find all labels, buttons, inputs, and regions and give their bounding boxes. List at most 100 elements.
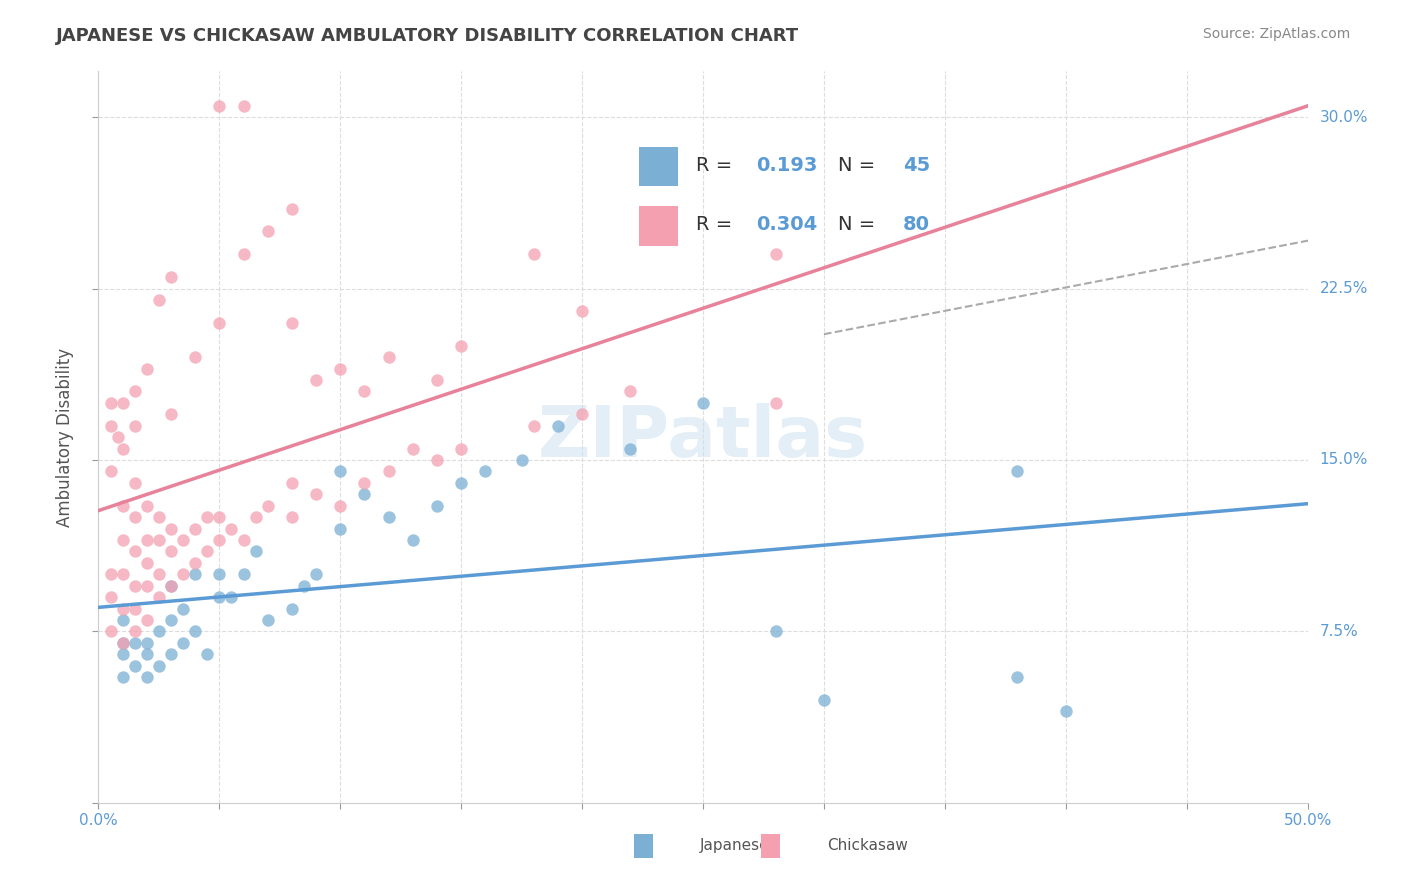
Point	[160, 647, 183, 661]
Point	[765, 396, 787, 410]
Point	[402, 442, 425, 456]
Point	[353, 475, 375, 490]
Point	[281, 475, 304, 490]
Point	[135, 499, 157, 513]
Point	[111, 499, 134, 513]
Point	[292, 579, 315, 593]
Point	[160, 270, 183, 285]
Point	[523, 247, 546, 261]
Point	[281, 510, 304, 524]
Text: 7.5%: 7.5%	[1320, 624, 1358, 639]
Point	[135, 613, 157, 627]
Point	[100, 590, 122, 604]
Point	[765, 624, 787, 639]
Point	[184, 556, 207, 570]
Point	[100, 396, 122, 410]
Point	[160, 521, 183, 535]
Text: 22.5%: 22.5%	[1320, 281, 1368, 296]
Point	[765, 247, 787, 261]
Point	[426, 453, 449, 467]
Point	[100, 464, 122, 478]
Point	[111, 670, 134, 684]
Text: Chickasaw: Chickasaw	[827, 838, 908, 853]
Point	[256, 499, 278, 513]
Point	[135, 670, 157, 684]
Point	[111, 636, 134, 650]
Point	[124, 636, 146, 650]
Point	[245, 510, 267, 524]
Point	[329, 521, 352, 535]
Point	[100, 418, 122, 433]
Point	[124, 624, 146, 639]
Point	[148, 510, 170, 524]
Point	[353, 487, 375, 501]
Point	[813, 693, 835, 707]
Point	[377, 350, 399, 364]
Point	[571, 304, 593, 318]
Point	[619, 384, 641, 399]
Point	[195, 544, 218, 558]
Point	[184, 350, 207, 364]
Point	[510, 453, 533, 467]
Y-axis label: Ambulatory Disability: Ambulatory Disability	[56, 348, 75, 526]
Point	[111, 613, 134, 627]
Text: Source: ZipAtlas.com: Source: ZipAtlas.com	[1202, 27, 1350, 41]
Point	[124, 601, 146, 615]
Point	[221, 590, 243, 604]
Point	[160, 407, 183, 421]
Point	[124, 384, 146, 399]
Point	[256, 613, 278, 627]
Point	[232, 247, 254, 261]
Point	[329, 464, 352, 478]
Point	[450, 475, 472, 490]
Point	[450, 338, 472, 352]
Point	[208, 316, 231, 330]
Point	[160, 544, 183, 558]
Point	[135, 533, 157, 547]
Point	[450, 442, 472, 456]
Point	[692, 396, 714, 410]
Point	[281, 316, 304, 330]
Point	[571, 407, 593, 421]
Point	[523, 418, 546, 433]
Point	[281, 601, 304, 615]
Point	[208, 98, 231, 112]
Text: JAPANESE VS CHICKASAW AMBULATORY DISABILITY CORRELATION CHART: JAPANESE VS CHICKASAW AMBULATORY DISABIL…	[56, 27, 800, 45]
Point	[305, 373, 328, 387]
Point	[305, 487, 328, 501]
Point	[160, 613, 183, 627]
Point	[124, 579, 146, 593]
Point	[107, 430, 129, 444]
Point	[148, 658, 170, 673]
Text: ZIPatlas: ZIPatlas	[538, 402, 868, 472]
Point	[221, 521, 243, 535]
Point	[148, 293, 170, 307]
Point	[245, 544, 267, 558]
Point	[124, 418, 146, 433]
Point	[135, 361, 157, 376]
Point	[232, 567, 254, 582]
Point	[195, 510, 218, 524]
Point	[329, 361, 352, 376]
Point	[111, 533, 134, 547]
Point	[172, 601, 194, 615]
Point	[232, 533, 254, 547]
Point	[135, 556, 157, 570]
Point	[111, 442, 134, 456]
Point	[172, 636, 194, 650]
Point	[377, 464, 399, 478]
Point	[100, 624, 122, 639]
Point	[184, 567, 207, 582]
Point	[402, 533, 425, 547]
Point	[111, 647, 134, 661]
Point	[305, 567, 328, 582]
Point	[195, 647, 218, 661]
Point	[426, 499, 449, 513]
Point	[135, 636, 157, 650]
Point	[111, 396, 134, 410]
Point	[172, 567, 194, 582]
Point	[329, 499, 352, 513]
Point	[100, 567, 122, 582]
Point	[111, 601, 134, 615]
Point	[124, 510, 146, 524]
